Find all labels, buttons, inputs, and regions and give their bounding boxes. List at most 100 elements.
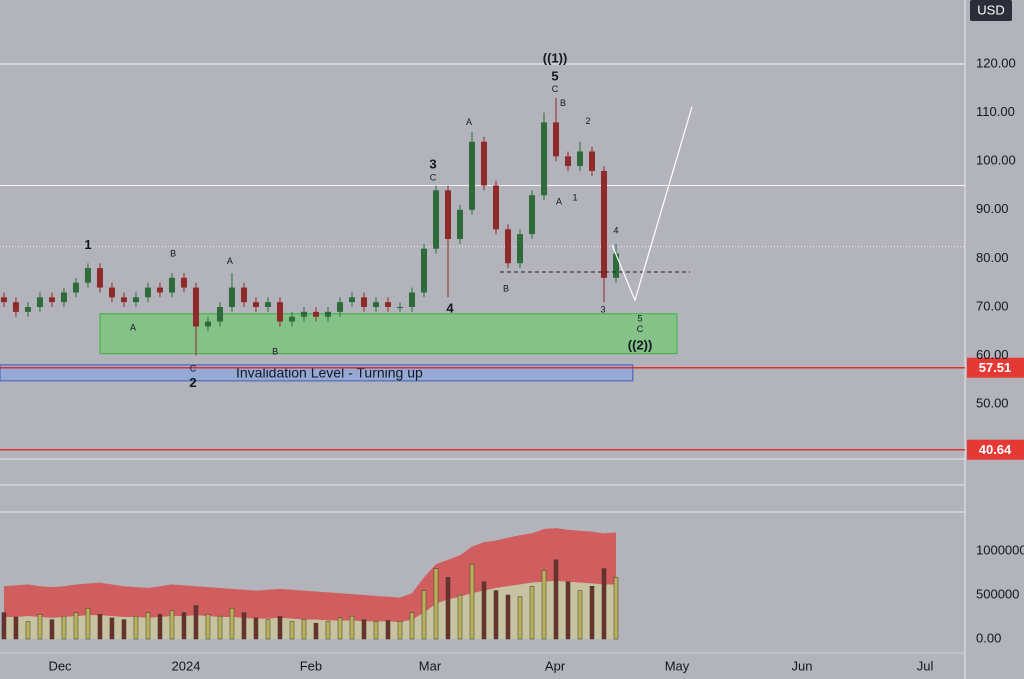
candle-body [276, 302, 283, 322]
candle-body [324, 311, 331, 317]
wave-label: B [170, 248, 176, 258]
wave-label: B [560, 98, 566, 108]
volume-bar [13, 616, 19, 640]
volume-bar [577, 590, 583, 640]
candle-body [240, 287, 247, 303]
volume-bar [349, 615, 355, 640]
red-level-label: 40.64 [979, 442, 1012, 457]
zone-label: Invalidation Level - Turning up [236, 365, 423, 381]
candle-body [456, 209, 463, 239]
wave-label: 1 [84, 237, 91, 252]
wave-label: 5 [551, 69, 558, 84]
candle-body [108, 287, 115, 298]
candle-body [493, 185, 500, 230]
volume-bar [97, 614, 103, 640]
candle-body [348, 297, 355, 303]
volume-bar [601, 568, 607, 640]
volume-bar [385, 620, 391, 640]
wave-label: C [552, 84, 559, 94]
wave-label: ((1)) [543, 51, 568, 66]
wave-label: A [227, 256, 233, 266]
candle-body [264, 302, 271, 308]
volume-bar [433, 568, 439, 640]
volume-bar [157, 614, 163, 640]
x-tick-label: Dec [48, 658, 72, 673]
candle-body [553, 122, 560, 157]
volume-bar [553, 559, 559, 640]
candle-body [48, 297, 55, 303]
y-tick-label: 90.00 [976, 201, 1009, 216]
volume-bar [109, 617, 115, 640]
candle-body [72, 282, 79, 293]
wave-label: 4 [446, 300, 454, 315]
volume-bar [253, 617, 259, 640]
candle-body [517, 234, 524, 264]
candle-body [228, 287, 235, 308]
candle-body [432, 190, 439, 249]
volume-bar [289, 621, 295, 640]
volume-bar [169, 610, 175, 640]
y-tick-label: 60.00 [976, 347, 1009, 362]
volume-bar [457, 594, 463, 640]
volume-bar [61, 615, 67, 640]
wave-label: 4 [614, 226, 619, 236]
y-tick-label: 110.00 [976, 104, 1015, 119]
candle-body [336, 302, 343, 312]
red-level-badge [967, 439, 1024, 460]
wave-label: C [190, 364, 197, 374]
candle-body [144, 287, 151, 298]
volume-bar [37, 614, 43, 640]
candle-body [505, 229, 512, 264]
volume-bar [145, 612, 151, 640]
volume-bar [481, 581, 487, 640]
volume-bar [277, 615, 283, 640]
volume-bar [541, 570, 547, 640]
volume-bar [325, 621, 331, 640]
candle-body [204, 321, 211, 327]
wave-label: B [272, 347, 278, 357]
volume-bar [25, 621, 31, 640]
candle-body [252, 302, 259, 308]
zone [0, 364, 634, 382]
candle-body [24, 307, 31, 312]
candle-body [120, 297, 127, 303]
volume-bar [397, 621, 403, 640]
x-tick-label: May [665, 658, 690, 673]
y-tick-label: 80.00 [976, 250, 1009, 265]
volume-bar [409, 612, 415, 640]
wave-label: 3 [429, 157, 436, 172]
y-tick-label: 50.00 [976, 396, 1009, 411]
candle-body [60, 292, 67, 303]
volume-bar [373, 621, 379, 640]
candle-body [0, 297, 7, 303]
volume-bar [217, 615, 223, 640]
candle-body [192, 287, 199, 327]
candle-body [300, 311, 307, 317]
candle-body [613, 253, 620, 278]
y-tick-label: 70.00 [976, 298, 1009, 313]
x-tick-label: Jul [917, 658, 934, 673]
candle-body [36, 297, 43, 308]
candle-body [84, 268, 91, 283]
volume-bar [73, 612, 79, 640]
red-level-badge [967, 357, 1024, 378]
candle-body [589, 151, 596, 171]
wave-label: A [130, 322, 136, 332]
candle-body [601, 170, 608, 278]
volume-bar [301, 619, 307, 640]
wave-label: A [466, 117, 472, 127]
volume-bar [421, 590, 427, 640]
wave-label: 1 [572, 193, 577, 203]
wave-label: B [503, 283, 509, 293]
volume-bar [121, 619, 127, 640]
volume-bar [85, 607, 91, 640]
candle-body [372, 302, 379, 308]
wave-label: ((2)) [628, 337, 653, 352]
volume-bar [1, 612, 7, 640]
volume-bar [613, 577, 619, 640]
volume-bar [133, 615, 139, 640]
candle-body [420, 248, 427, 293]
volume-band [3, 528, 617, 623]
volume-bar [193, 605, 199, 640]
